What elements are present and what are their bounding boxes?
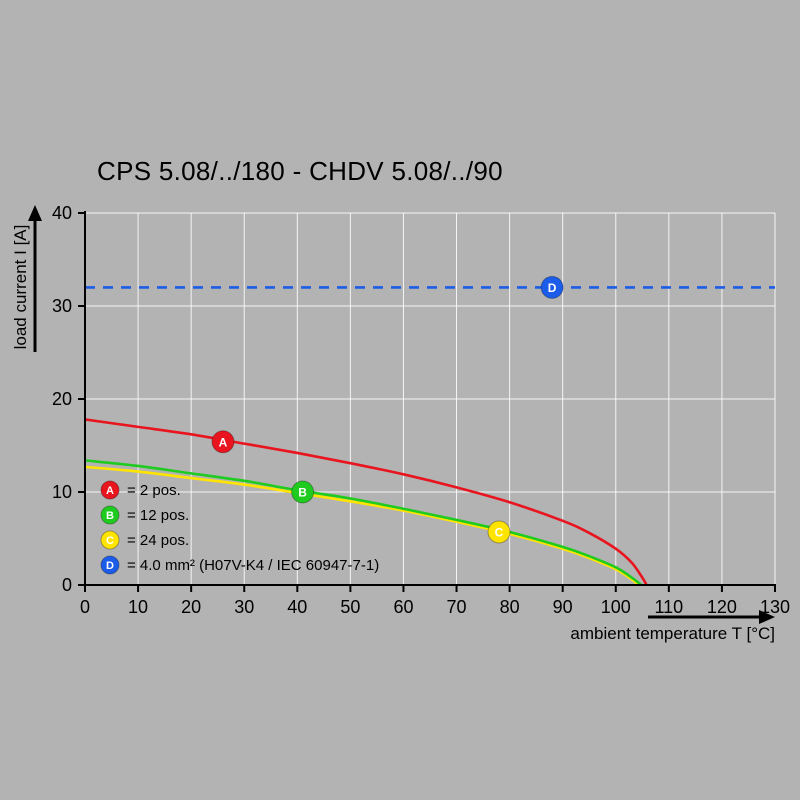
svg-text:C: C	[106, 535, 114, 547]
svg-text:D: D	[548, 281, 557, 295]
svg-text:80: 80	[500, 597, 520, 617]
legend-label-A: = 2 pos.	[127, 482, 181, 499]
svg-text:0: 0	[80, 597, 90, 617]
svg-text:70: 70	[447, 597, 467, 617]
svg-text:A: A	[106, 485, 114, 497]
marker-D: D	[540, 275, 564, 299]
marker-C: C	[487, 520, 511, 544]
svg-text:10: 10	[52, 482, 72, 502]
y-axis-arrow	[28, 205, 42, 352]
legend: A = 2 pos. B = 12 pos. C = 24 pos. D = 4.0 mm² …	[100, 480, 379, 575]
svg-text:20: 20	[181, 597, 201, 617]
legend-item-C: C = 24 pos.	[100, 530, 189, 550]
svg-text:20: 20	[52, 389, 72, 409]
curve-B	[84, 459, 643, 587]
curve-A	[84, 418, 648, 586]
svg-text:A: A	[219, 435, 228, 449]
x-tick-labels: 0 10 20 30 40 50 60 70 80 90 100 110 120 130	[80, 597, 790, 617]
gridlines	[85, 212, 776, 585]
legend-label-B: = 12 pos.	[127, 507, 189, 524]
svg-text:10: 10	[128, 597, 148, 617]
svg-text:130: 130	[760, 597, 790, 617]
svg-text:60: 60	[393, 597, 413, 617]
marker-B: B	[291, 480, 315, 504]
curve-C	[84, 465, 640, 587]
svg-text:50: 50	[340, 597, 360, 617]
svg-text:D: D	[106, 560, 114, 572]
x-axis-arrow	[648, 610, 775, 624]
svg-text:30: 30	[234, 597, 254, 617]
svg-text:90: 90	[553, 597, 573, 617]
chart-title: CPS 5.08/../180 - CHDV 5.08/../90	[97, 156, 503, 186]
svg-text:110: 110	[654, 597, 683, 617]
svg-text:B: B	[298, 486, 307, 500]
svg-text:120: 120	[707, 597, 737, 617]
svg-text:100: 100	[601, 597, 631, 617]
legend-label-D: = 4.0 mm² (H07V-K4 / IEC 60947-7-1)	[127, 557, 379, 574]
axes	[78, 211, 776, 592]
y-tick-labels: 0 10 20 30 40	[52, 203, 72, 595]
svg-text:40: 40	[287, 597, 307, 617]
legend-label-C: = 24 pos.	[127, 532, 189, 549]
marker-A: A	[211, 430, 235, 454]
legend-item-B: B = 12 pos.	[100, 505, 189, 525]
svg-text:40: 40	[52, 203, 72, 223]
svg-text:0: 0	[62, 575, 72, 595]
legend-item-A: A = 2 pos.	[100, 480, 181, 500]
svg-text:30: 30	[52, 296, 72, 316]
svg-text:B: B	[106, 510, 114, 522]
svg-text:C: C	[495, 525, 504, 539]
legend-item-D: D = 4.0 mm² (H07V-K4 / IEC 60947-7-1)	[100, 555, 379, 575]
x-axis-label: ambient temperature T [°C]	[570, 624, 775, 643]
